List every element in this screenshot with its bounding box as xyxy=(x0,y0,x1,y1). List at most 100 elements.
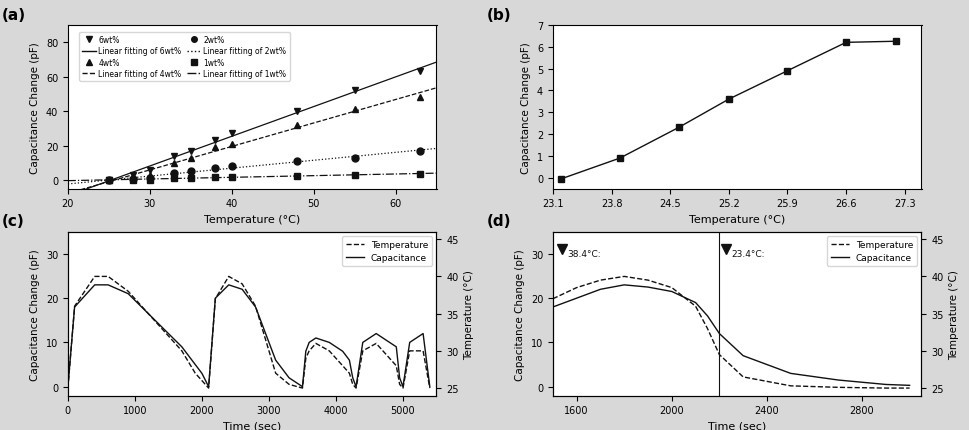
Temperature xyxy=(102,274,113,280)
Temperature xyxy=(879,386,891,391)
Capacitance xyxy=(149,318,161,323)
Capacitance xyxy=(547,305,558,310)
Capacitance xyxy=(903,383,915,388)
Temperature xyxy=(347,382,359,387)
Temperature xyxy=(423,386,435,391)
Capacitance xyxy=(391,344,402,350)
Line: Capacitance: Capacitance xyxy=(552,285,909,385)
Temperature xyxy=(209,296,221,301)
Temperature xyxy=(299,356,311,361)
Temperature xyxy=(391,363,402,369)
Capacitance xyxy=(263,340,274,345)
Capacitance xyxy=(189,362,201,367)
Legend: Temperature, Capacitance: Temperature, Capacitance xyxy=(827,237,916,266)
Text: (b): (b) xyxy=(486,8,511,22)
Temperature xyxy=(163,334,174,339)
Capacitance xyxy=(784,371,796,376)
Y-axis label: Temperature (°C): Temperature (°C) xyxy=(464,269,474,359)
Capacitance xyxy=(310,335,322,341)
Temperature xyxy=(122,289,134,294)
Temperature xyxy=(641,278,653,283)
X-axis label: Temperature (°C): Temperature (°C) xyxy=(688,215,785,224)
Capacitance xyxy=(89,283,101,288)
Temperature xyxy=(396,386,408,391)
Capacitance xyxy=(384,340,395,345)
Capacitance xyxy=(112,287,124,292)
Temperature xyxy=(189,371,201,376)
Capacitance xyxy=(196,371,207,376)
Capacitance xyxy=(879,382,891,387)
Capacitance xyxy=(236,287,248,292)
Y-axis label: Capacitance Change (pF): Capacitance Change (pF) xyxy=(30,42,40,173)
Temperature xyxy=(357,348,368,353)
Capacitance xyxy=(303,340,315,345)
Temperature xyxy=(69,304,80,309)
Capacitance xyxy=(736,353,748,359)
Temperature xyxy=(149,319,161,324)
Temperature xyxy=(112,282,124,287)
Temperature xyxy=(701,326,712,332)
Capacitance xyxy=(347,375,359,381)
Temperature xyxy=(200,382,211,387)
Temperature xyxy=(831,385,843,390)
Capacitance xyxy=(175,344,187,350)
Capacitance xyxy=(417,331,428,336)
Legend: Temperature, Capacitance: Temperature, Capacitance xyxy=(342,237,431,266)
Capacitance xyxy=(203,384,214,389)
Temperature xyxy=(903,386,915,391)
Capacitance xyxy=(641,285,653,290)
Text: (a): (a) xyxy=(2,8,25,22)
Text: (c): (c) xyxy=(2,214,24,229)
Y-axis label: Temperature (°C): Temperature (°C) xyxy=(949,269,958,359)
Temperature xyxy=(618,274,630,280)
Temperature xyxy=(336,363,348,369)
Temperature xyxy=(297,386,308,391)
Capacitance xyxy=(102,283,113,288)
Temperature xyxy=(62,386,74,391)
Temperature xyxy=(713,352,725,357)
Capacitance xyxy=(393,375,405,381)
Line: Temperature: Temperature xyxy=(552,277,909,388)
Capacitance xyxy=(200,378,211,383)
Temperature xyxy=(350,386,361,391)
Capacitance xyxy=(618,283,630,288)
Capacitance xyxy=(336,349,348,354)
Capacitance xyxy=(370,331,382,336)
Capacitance xyxy=(571,296,582,301)
Legend: 6wt%, Linear fitting of 6wt%, 4wt%, Linear fitting of 4wt%, 2wt%, Linear fitting: 6wt%, Linear fitting of 6wt%, 4wt%, Line… xyxy=(79,33,289,82)
Line: Capacitance: Capacitance xyxy=(68,285,429,387)
Temperature xyxy=(269,371,281,376)
Capacitance xyxy=(396,384,408,389)
Temperature xyxy=(223,274,234,280)
Y-axis label: Capacitance Change (pF): Capacitance Change (pF) xyxy=(515,248,524,380)
Line: Temperature: Temperature xyxy=(68,277,429,388)
Text: 23.4°C:: 23.4°C: xyxy=(731,250,764,259)
Temperature xyxy=(343,371,355,376)
Capacitance xyxy=(403,340,415,345)
Temperature xyxy=(736,375,748,380)
Temperature xyxy=(417,348,428,353)
Temperature xyxy=(547,296,558,301)
X-axis label: Time (sec): Time (sec) xyxy=(707,421,766,430)
Temperature xyxy=(283,382,295,387)
Capacitance xyxy=(299,349,311,354)
Capacitance xyxy=(357,340,368,345)
Temperature xyxy=(666,286,677,291)
Temperature xyxy=(203,386,214,391)
Temperature xyxy=(136,304,147,309)
Temperature xyxy=(323,348,334,353)
Capacitance xyxy=(136,305,147,310)
Capacitance xyxy=(701,313,712,319)
Temperature xyxy=(370,341,382,346)
Capacitance xyxy=(209,296,221,301)
Temperature xyxy=(594,278,606,283)
Capacitance xyxy=(350,384,361,389)
Temperature xyxy=(310,341,322,346)
Y-axis label: Capacitance Change (pF): Capacitance Change (pF) xyxy=(30,248,40,380)
Temperature xyxy=(384,356,395,361)
Temperature xyxy=(89,274,101,280)
Temperature xyxy=(196,378,207,383)
Capacitance xyxy=(323,340,334,345)
Capacitance xyxy=(343,358,355,363)
Capacitance xyxy=(62,384,74,389)
